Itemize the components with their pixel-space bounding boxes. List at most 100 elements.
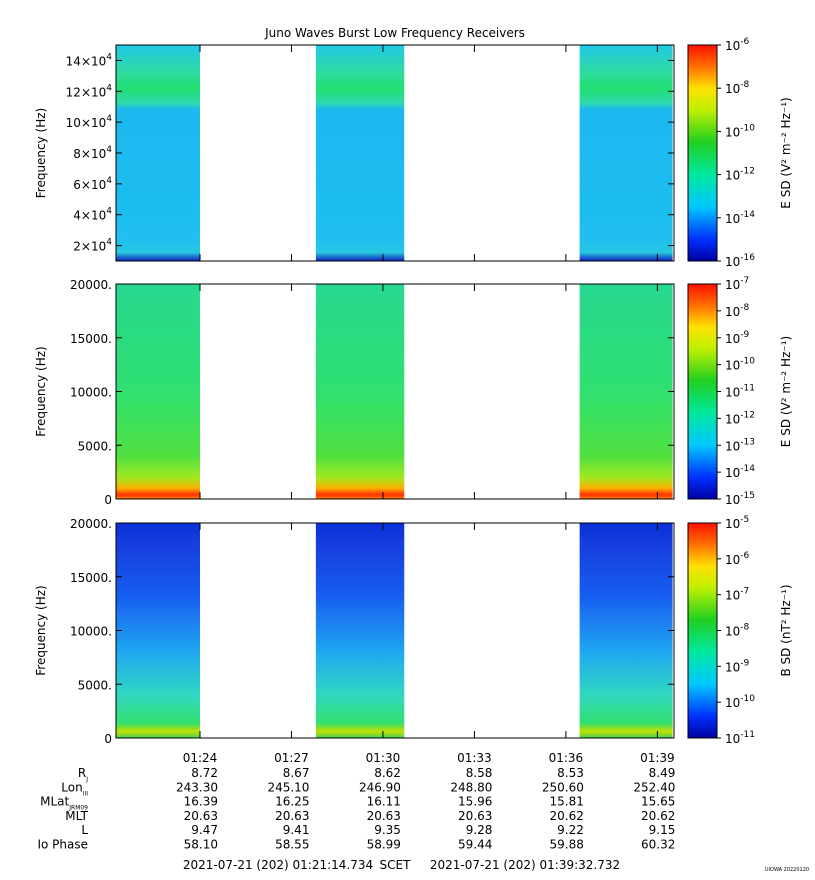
ephemeris-value-MLat: 16.25 (275, 795, 309, 809)
time-tick-label: 01:39 (640, 751, 675, 765)
colorbar (687, 283, 718, 500)
colorbar-tick-label: 10-14 (725, 464, 755, 480)
ephemeris-value-Lon: 250.60 (542, 780, 584, 794)
time-tick-label: 01:33 (457, 751, 492, 765)
colorbar-tick-label: 10-12 (725, 410, 755, 426)
ephemeris-label-MLat: MLatJRM09 (40, 795, 88, 812)
y-tick-label: 4×104 (73, 207, 112, 223)
ephemeris-value-MLat: 15.65 (641, 795, 675, 809)
ephemeris-value-L: 9.35 (374, 823, 401, 837)
y-tick-label: 2×104 (73, 238, 112, 254)
ephemeris-value-L: 9.41 (283, 823, 310, 837)
colorbar-tick-label: 10-16 (725, 253, 755, 269)
ephemeris-value-Rj: 8.67 (283, 766, 310, 780)
ephemeris-value-MLat: 16.11 (367, 795, 401, 809)
y-tick-label: 15000. (70, 332, 112, 346)
colorbar-tick-label: 10-8 (725, 623, 750, 639)
ephemeris-label-Lon: LonIII (61, 780, 88, 797)
y-axis-label: Frequency (Hz) (34, 346, 48, 437)
colorbar-tick-label: 10-6 (725, 551, 750, 567)
colorbar-tick-label: 10-11 (725, 730, 755, 746)
ephemeris-value-L: 9.22 (557, 823, 584, 837)
ephemeris-label-Rj: RJ (78, 766, 88, 783)
ephemeris-value-IoPhase: 59.88 (550, 838, 584, 852)
ephemeris-label-L: L (81, 823, 88, 837)
y-tick-label: 10000. (70, 386, 112, 400)
ephemeris-value-MLT: 20.63 (458, 809, 492, 823)
ephemeris-value-IoPhase: 59.44 (458, 838, 492, 852)
data-segment-1 (116, 45, 200, 261)
ephemeris-label-MLT: MLT (65, 809, 88, 823)
time-tick-label: 01:27 (274, 751, 309, 765)
y-tick-label: 0 (104, 493, 112, 507)
time-tick-label: 01:24 (183, 751, 218, 765)
data-segment-2 (315, 284, 405, 499)
colorbar-label: E SD (V² m⁻² Hz⁻¹) (779, 336, 793, 447)
footer-start-time: 2021-07-21 (202) 01:21:14.734 (183, 858, 373, 872)
ephemeris-value-L: 9.47 (191, 823, 218, 837)
y-tick-label: 20000. (70, 517, 112, 531)
time-tick-label: 01:36 (549, 751, 584, 765)
spectrogram-panel-top: 2×104 4×104 6×104 8×104 10×104 12×104 14×104 Fr… (34, 37, 793, 269)
figure-title: Juno Waves Burst Low Frequency Receivers (264, 26, 525, 40)
footer-scet: SCET (380, 858, 412, 872)
colorbar-tick-label: 10-10 (725, 694, 755, 710)
ephemeris-value-MLT: 20.63 (184, 809, 218, 823)
ephemeris-value-MLT: 20.63 (275, 809, 309, 823)
spectrogram-panel-bottom: 0 5000. 10000. 15000. 20000. Frequency (Hz) 10… (34, 515, 793, 746)
ephemeris-value-L: 9.15 (649, 823, 676, 837)
spectrogram-panel-middle: 0 5000. 10000. 15000. 20000. Frequency (Hz) 10… (34, 276, 793, 507)
colorbar-tick-label: 10-10 (725, 123, 755, 139)
y-tick-label: 14×104 (66, 52, 113, 68)
ephemeris-value-MLT: 20.62 (641, 809, 675, 823)
y-tick-label: 5000. (78, 678, 112, 692)
time-tick-label: 01:30 (366, 751, 401, 765)
colorbar-tick-label: 10-8 (725, 80, 750, 96)
data-segment-3 (579, 284, 673, 499)
footer-end-time: 2021-07-21 (202) 01:39:32.732 (430, 858, 620, 872)
ephemeris-value-Rj: 8.72 (191, 766, 218, 780)
spectrogram-panels: 2×104 4×104 6×104 8×104 10×104 12×104 14×104 Fr… (34, 37, 793, 746)
colorbar-tick-label: 10-14 (725, 210, 755, 226)
data-segment-1 (116, 523, 200, 738)
data-segment-3 (579, 45, 673, 261)
data-segment-2 (315, 523, 405, 738)
y-tick-label: 15000. (70, 571, 112, 585)
ephemeris-value-Lon: 246.90 (359, 780, 401, 794)
colorbar-tick-label: 10-13 (725, 437, 755, 453)
ephemeris-value-IoPhase: 58.99 (367, 838, 401, 852)
colorbar-tick-label: 10-7 (725, 587, 749, 603)
y-tick-label: 10×104 (66, 114, 113, 130)
ephemeris-value-MLat: 15.96 (458, 795, 492, 809)
ephemeris-value-Lon: 252.40 (633, 780, 675, 794)
ephemeris-value-MLat: 15.81 (550, 795, 584, 809)
ephemeris-value-Rj: 8.58 (466, 766, 493, 780)
ephemeris-value-L: 9.28 (466, 823, 493, 837)
colorbar-tick-label: 10-9 (725, 658, 750, 674)
colorbar-tick-label: 10-5 (725, 515, 749, 531)
ephemeris-value-Lon: 248.80 (450, 780, 492, 794)
ephemeris-value-MLT: 20.63 (367, 809, 401, 823)
ephemeris-value-Rj: 8.53 (557, 766, 584, 780)
time-axis: 01:24 01:27 01:30 01:33 01:36 01:39 (183, 751, 675, 765)
ephemeris-label-IoPhase: Io Phase (37, 838, 88, 852)
y-tick-label: 0 (104, 732, 112, 746)
colorbar-tick-label: 10-6 (725, 37, 750, 53)
credit-label: UIOWA 20220120 (765, 867, 809, 873)
y-tick-label: 6×104 (73, 176, 112, 192)
data-segment-2 (315, 45, 405, 261)
y-tick-label: 20000. (70, 278, 112, 292)
colorbar-tick-label: 10-8 (725, 303, 750, 319)
data-segment-3 (579, 523, 673, 738)
ephemeris-value-Lon: 245.10 (267, 780, 309, 794)
y-tick-label: 8×104 (73, 145, 112, 161)
ephemeris-value-Lon: 243.30 (176, 780, 218, 794)
colorbar-label: B SD (nT² Hz⁻¹) (779, 584, 793, 676)
ephemeris-value-IoPhase: 58.10 (184, 838, 218, 852)
colorbar (687, 44, 718, 262)
y-tick-label: 5000. (78, 439, 112, 453)
colorbar-tick-label: 10-15 (725, 491, 755, 507)
colorbar-tick-label: 10-12 (725, 167, 755, 183)
colorbar-tick-label: 10-7 (725, 276, 749, 292)
